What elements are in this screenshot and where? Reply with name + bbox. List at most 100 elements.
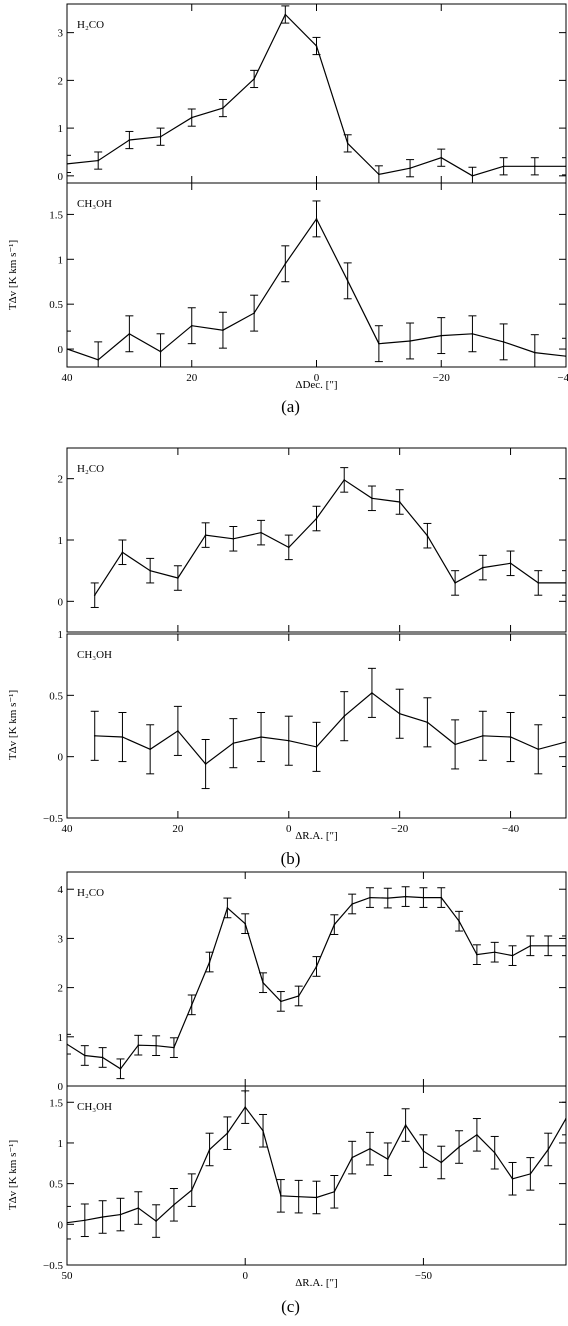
x-axis-label: ΔDec. [″] [295,379,337,391]
data-point [253,78,255,80]
panel-1-1: −0.5 0 0.5 1 CH₃OH [43,629,567,825]
data-point [190,1004,193,1006]
panel-frame [66,3,567,184]
data-point [253,312,255,314]
y-tick-label: 1 [58,629,64,641]
data-point [137,1207,140,1209]
data-point [511,1177,514,1180]
species-label: CH₃OH [77,649,112,661]
data-point [159,350,162,353]
x-tick-label: 0 [286,823,292,835]
data-point [287,739,290,742]
data-point [346,280,349,282]
data-point [67,348,68,350]
data-point [565,741,566,743]
y-tick-label: 0 [58,596,64,608]
data-point [547,1148,549,1151]
y-tick-label: 0 [58,752,64,764]
data-point [404,895,407,898]
data-point [177,577,179,579]
data-point [440,896,443,899]
data-point [284,13,287,16]
data-point [534,351,536,354]
data-point [502,341,505,343]
data-point [440,334,443,337]
data-point [458,920,460,922]
series-CH₃OH [67,1090,566,1240]
data-point [315,45,318,47]
y-tick-label: 1 [58,1032,64,1044]
y-tick-label: 3 [58,933,64,945]
data-point [149,569,151,572]
x-tick-label: 20 [172,823,184,835]
y-tick-label: 2 [58,983,64,995]
data-point [93,735,96,737]
data-point [222,107,224,109]
data-point [371,692,373,694]
data-point [204,534,207,536]
data-point [93,594,96,596]
data-point [244,1106,247,1108]
data-point [378,342,380,345]
data-point [493,1151,496,1154]
species-label: H₂CO [77,463,104,475]
figure-caption: (b) [281,849,301,868]
panel-2-0: 0 1 2 3 4 H₂CO [58,871,567,1093]
data-point [476,1134,478,1136]
data-point [226,907,229,909]
series-H₂CO [90,467,566,608]
y-tick-label: 0 [58,1081,64,1093]
x-tick-label: 50 [62,1270,74,1282]
data-point [537,748,540,751]
series-line [67,895,566,1070]
data-point [371,497,373,500]
x-tick-label: −20 [391,823,409,835]
data-point [315,746,318,748]
data-point [190,116,193,119]
chart-1: 0 1 2 H₂CO −0.5 0 0.5 1 CH₃OH 40 20 0 −20 −40 ΔR.A. [″… [7,447,567,868]
data-point [155,1044,157,1047]
data-point [509,736,512,738]
data-point [119,1213,122,1216]
y-tick-label: 1 [58,535,64,547]
y-tick-label: 0 [58,344,64,356]
data-point [398,712,401,715]
x-tick-label: 0 [314,372,320,384]
data-point [482,735,484,737]
data-point [509,562,512,565]
x-tick-label: 40 [62,372,74,384]
species-label: H₂CO [77,887,104,899]
data-point [155,1220,157,1222]
series-line [67,217,566,361]
y-tick-label: 0.5 [49,1179,63,1191]
data-point [426,721,429,724]
data-point [409,340,411,342]
data-point [297,995,300,997]
y-tick-label: 0.5 [49,690,63,702]
data-point [351,903,353,905]
x-axis-label: ΔR.A. [″] [295,830,338,842]
data-point [482,566,484,569]
x-tick-label: −40 [502,823,520,835]
data-point [121,736,124,738]
data-point [534,165,536,168]
data-point [260,531,262,534]
data-point [262,1129,264,1132]
series-H₂CO [67,886,566,1080]
data-point [226,1132,229,1134]
data-point [128,139,131,141]
data-point [529,944,532,947]
x-tick-label: −40 [557,372,568,384]
data-point [378,173,380,176]
data-point [343,715,346,717]
series-line [94,479,566,596]
data-point [260,736,262,738]
data-point [476,953,478,956]
data-point [315,517,318,520]
data-point [208,1148,211,1151]
data-point [315,965,318,968]
data-point [244,922,247,925]
data-point [458,1146,460,1148]
figure-caption: (a) [281,397,300,416]
